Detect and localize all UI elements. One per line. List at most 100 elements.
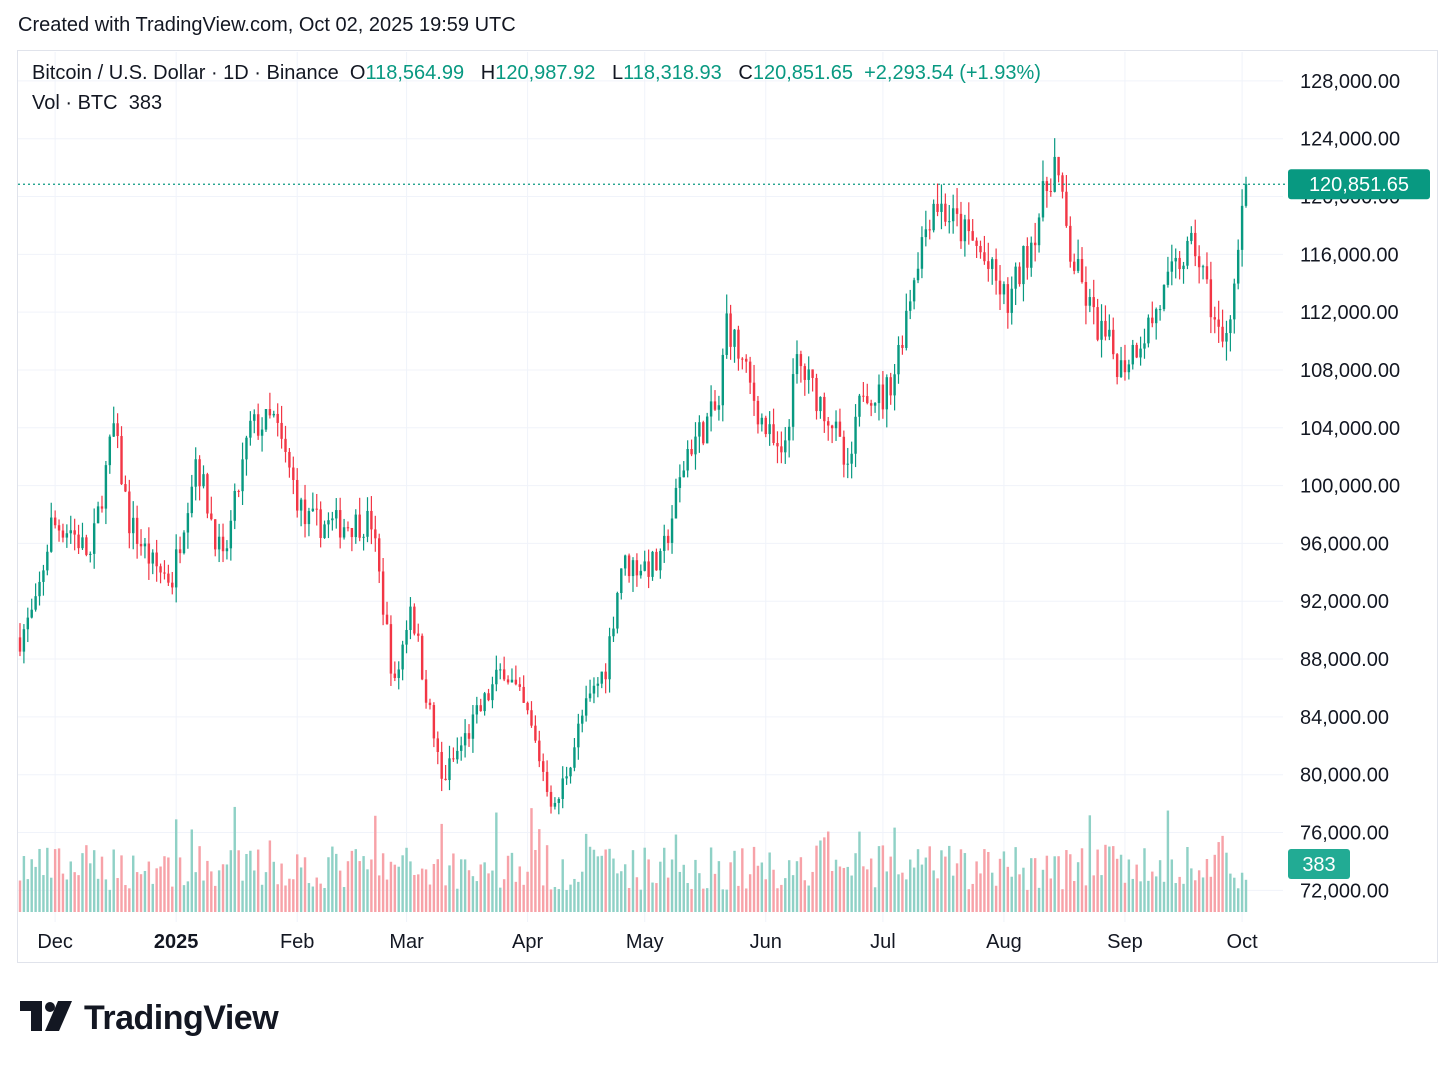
- volume-bar: [167, 857, 170, 912]
- volume-bar: [1072, 881, 1076, 912]
- price-tick-label: 96,000.00: [1300, 533, 1389, 555]
- candle-body: [834, 421, 838, 429]
- volume-bar: [639, 889, 643, 912]
- candle-body: [393, 673, 397, 678]
- candle-body: [944, 203, 947, 222]
- candle-body: [1088, 297, 1092, 306]
- candle-body: [663, 535, 666, 551]
- candle-body: [631, 560, 635, 577]
- candle-body: [612, 628, 615, 637]
- candle-body: [885, 377, 889, 410]
- time-tick-label: Aug: [986, 931, 1022, 953]
- tradingview-logo-icon: [20, 1000, 74, 1036]
- candle-body: [112, 423, 115, 437]
- volume-bar: [77, 875, 80, 912]
- chart-frame[interactable]: [17, 50, 1438, 963]
- volume-label[interactable]: Vol · BTC: [32, 92, 118, 114]
- candle-body: [186, 513, 190, 533]
- volume-bar: [413, 874, 416, 912]
- volume-bar: [940, 850, 943, 912]
- volume-bar: [850, 875, 853, 912]
- volume-bar: [128, 888, 131, 912]
- volume-bar: [713, 873, 717, 912]
- volume-bar: [268, 840, 272, 912]
- candle-body: [1112, 329, 1115, 355]
- candle-body: [338, 510, 342, 538]
- volume-bar: [354, 849, 357, 912]
- candle-body: [116, 423, 119, 437]
- volume-bar: [846, 866, 849, 912]
- candle-body: [299, 499, 303, 511]
- symbol-label[interactable]: Bitcoin / U.S. Dollar · 1D · Binance: [32, 62, 339, 84]
- volume-bar: [1006, 866, 1010, 912]
- candle-body: [1057, 156, 1060, 176]
- candle-body: [873, 403, 877, 406]
- candle-body: [276, 413, 279, 423]
- volume-bar: [920, 864, 924, 912]
- volume-bar: [362, 856, 365, 912]
- last-price-label: 120,851.65: [1309, 174, 1409, 196]
- candle-body: [1213, 317, 1216, 320]
- candle-body: [362, 536, 365, 538]
- volume-bar: [374, 815, 377, 912]
- volume-bar: [834, 859, 838, 912]
- close-label: C: [738, 62, 753, 84]
- time-tick-label: Apr: [512, 931, 543, 953]
- candle-body: [994, 259, 998, 281]
- volume-bar: [1139, 881, 1142, 912]
- volume-bar: [666, 877, 670, 912]
- volume-bar: [760, 862, 764, 912]
- volume-bar: [436, 859, 439, 912]
- candle-body: [405, 629, 408, 645]
- candle-body: [565, 776, 568, 779]
- candle-body: [315, 508, 318, 510]
- volume-legend: Vol · BTC 383: [32, 92, 162, 115]
- candle-body: [471, 714, 475, 739]
- candle-body: [526, 702, 529, 711]
- volume-bar: [963, 853, 967, 912]
- volume-value: 383: [128, 92, 163, 114]
- candle-body: [135, 517, 139, 544]
- candle-body: [787, 426, 791, 441]
- candle-body: [795, 354, 799, 375]
- volume-bar: [604, 849, 607, 912]
- candle-body: [909, 301, 912, 311]
- volume-bar: [57, 848, 61, 912]
- candle-body: [530, 710, 533, 726]
- volume-bar: [272, 861, 276, 912]
- volume-bar: [1135, 864, 1138, 912]
- volume-bar: [428, 884, 432, 912]
- candle-body: [951, 208, 955, 222]
- volume-bar: [596, 856, 600, 912]
- candle-body: [467, 733, 471, 739]
- candle-body: [1084, 282, 1088, 306]
- volume-bar: [81, 853, 84, 912]
- candle-body: [1170, 261, 1174, 272]
- volume-bar: [959, 849, 963, 912]
- candle-body: [635, 560, 639, 576]
- candle-body: [510, 679, 514, 683]
- price-tick-label: 112,000.00: [1300, 302, 1399, 324]
- volume-bar: [729, 862, 732, 912]
- volume-bar: [1045, 855, 1049, 912]
- candle-body: [256, 414, 260, 436]
- volume-bar: [444, 885, 447, 912]
- candle-body: [1080, 259, 1084, 283]
- volume-bar: [912, 867, 916, 912]
- candle-body: [335, 510, 338, 519]
- volume-bar: [854, 853, 857, 912]
- volume-bar: [1100, 875, 1103, 912]
- candle-body: [920, 237, 924, 269]
- volume-bar: [1041, 869, 1045, 912]
- candle-body: [174, 549, 178, 588]
- candle-body: [440, 751, 443, 779]
- volume-bar: [241, 880, 244, 912]
- price-tick-label: 76,000.00: [1300, 823, 1389, 845]
- volume-bar: [1088, 815, 1092, 912]
- volume-bar: [663, 847, 666, 912]
- volume-bar: [1194, 880, 1197, 912]
- candle-body: [50, 517, 53, 552]
- volume-bar: [1096, 849, 1099, 912]
- tradingview-brand[interactable]: TradingView: [20, 996, 279, 1040]
